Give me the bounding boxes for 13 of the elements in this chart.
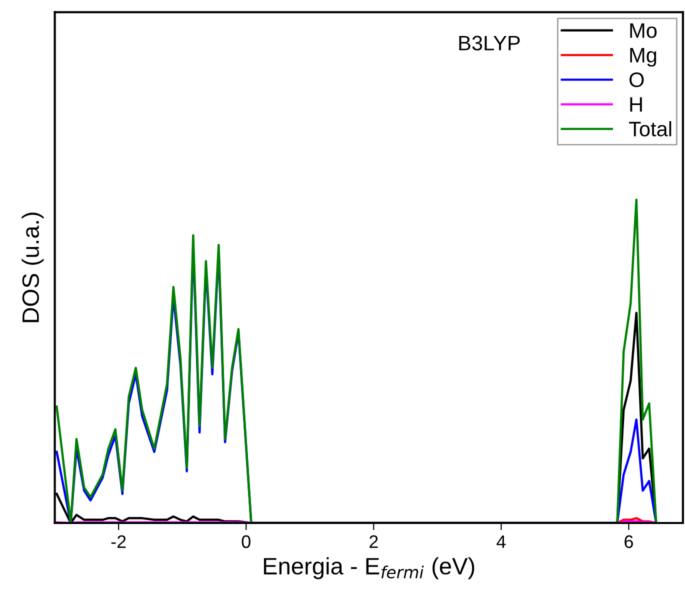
legend-label: Mg — [630, 48, 656, 67]
x-tick-label: 4 — [496, 535, 506, 548]
text: B3LYP — [459, 36, 520, 50]
x-tick-label: 0 — [242, 535, 250, 548]
x-tick-label: 2 — [370, 535, 378, 548]
x-axis-title: Energia - E$_{fermi}$ (eV) — [264, 557, 474, 580]
legend-label: H — [630, 97, 642, 112]
legend-label: Total — [629, 121, 672, 136]
legend-label: Mo — [630, 23, 657, 38]
y-axis-title: DOS (u.a.) — [22, 212, 44, 322]
legend-label: O — [630, 72, 644, 88]
x-tick-label: 6 — [624, 535, 633, 548]
x-tick-label: -2 — [111, 535, 126, 548]
